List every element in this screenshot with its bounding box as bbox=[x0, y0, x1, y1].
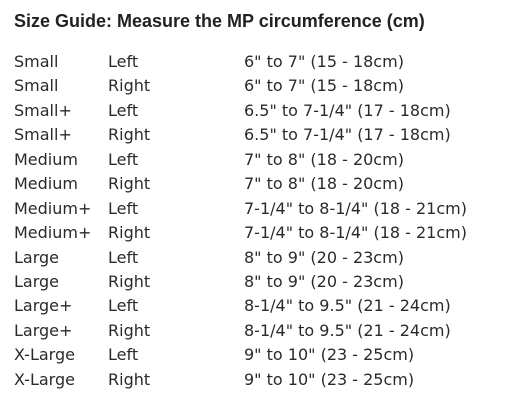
range-cell: 7" to 8" (18 - 20cm) bbox=[244, 149, 404, 169]
size-cell: Large+ bbox=[14, 320, 73, 340]
table-row: X-Large Right 9" to 10" (23 - 25cm) bbox=[14, 368, 504, 392]
hand-cell: Left bbox=[108, 296, 139, 316]
hand-cell: Left bbox=[108, 149, 139, 169]
hand-cell: Right bbox=[108, 174, 151, 194]
hand-cell: Right bbox=[108, 125, 151, 145]
table-row: Large+ Left 8-1/4" to 9.5" (21 - 24cm) bbox=[14, 294, 504, 318]
hand-cell: Left bbox=[108, 247, 139, 267]
size-cell: Large bbox=[14, 271, 60, 291]
size-cell: Medium bbox=[14, 149, 78, 169]
hand-cell: Left bbox=[108, 52, 139, 71]
size-cell: Small bbox=[14, 52, 59, 71]
table-row: Large Left 8" to 9" (20 - 23cm) bbox=[14, 246, 504, 270]
range-cell: 6.5" to 7-1/4" (17 - 18cm) bbox=[244, 125, 451, 145]
range-cell: 7-1/4" to 8-1/4" (18 - 21cm) bbox=[244, 223, 467, 243]
size-cell: Small+ bbox=[14, 125, 72, 145]
range-cell: 7-1/4" to 8-1/4" (18 - 21cm) bbox=[244, 198, 467, 218]
hand-cell: Right bbox=[108, 320, 151, 340]
hand-cell: Right bbox=[108, 76, 151, 96]
table-row: Large+ Right 8-1/4" to 9.5" (21 - 24cm) bbox=[14, 319, 504, 343]
table-row: Large Right 8" to 9" (20 - 23cm) bbox=[14, 270, 504, 294]
table-row: Small+ Right 6.5" to 7-1/4" (17 - 18cm) bbox=[14, 123, 504, 147]
table-row: Medium Left 7" to 8" (18 - 20cm) bbox=[14, 148, 504, 172]
size-cell: Large bbox=[14, 247, 60, 267]
size-cell: Medium+ bbox=[14, 198, 92, 218]
size-cell: Large+ bbox=[14, 296, 73, 316]
size-table: Small Left 6" to 7" (15 - 18cm) Small Ri… bbox=[14, 50, 504, 392]
table-row: Small+ Left 6.5" to 7-1/4" (17 - 18cm) bbox=[14, 99, 504, 123]
size-cell: Medium+ bbox=[14, 223, 92, 243]
size-cell: Small bbox=[14, 76, 59, 96]
range-cell: 6" to 7" (15 - 18cm) bbox=[244, 52, 404, 71]
hand-cell: Right bbox=[108, 271, 151, 291]
size-cell: X-Large bbox=[14, 345, 75, 365]
size-cell: X-Large bbox=[14, 369, 75, 389]
range-cell: 6" to 7" (15 - 18cm) bbox=[244, 76, 404, 96]
range-cell: 6.5" to 7-1/4" (17 - 18cm) bbox=[244, 100, 451, 120]
table-row: Medium+ Right 7-1/4" to 8-1/4" (18 - 21c… bbox=[14, 221, 504, 245]
range-cell: 7" to 8" (18 - 20cm) bbox=[244, 174, 404, 194]
table-row: Small Right 6" to 7" (15 - 18cm) bbox=[14, 74, 504, 98]
hand-cell: Left bbox=[108, 345, 139, 365]
hand-cell: Right bbox=[108, 369, 151, 389]
table-row: X-Large Left 9" to 10" (23 - 25cm) bbox=[14, 343, 504, 367]
hand-cell: Left bbox=[108, 100, 139, 120]
page-title: Size Guide: Measure the MP circumference… bbox=[14, 11, 425, 31]
size-cell: Small+ bbox=[14, 100, 72, 120]
table-row: Medium+ Left 7-1/4" to 8-1/4" (18 - 21cm… bbox=[14, 197, 504, 221]
range-cell: 9" to 10" (23 - 25cm) bbox=[244, 369, 415, 389]
range-cell: 8-1/4" to 9.5" (21 - 24cm) bbox=[244, 296, 451, 316]
range-cell: 8-1/4" to 9.5" (21 - 24cm) bbox=[244, 320, 451, 340]
size-cell: Medium bbox=[14, 174, 78, 194]
range-cell: 8" to 9" (20 - 23cm) bbox=[244, 271, 404, 291]
range-cell: 9" to 10" (23 - 25cm) bbox=[244, 345, 415, 365]
table-row: Small Left 6" to 7" (15 - 18cm) bbox=[14, 50, 504, 74]
table-row: Medium Right 7" to 8" (18 - 20cm) bbox=[14, 172, 504, 196]
hand-cell: Right bbox=[108, 223, 151, 243]
hand-cell: Left bbox=[108, 198, 139, 218]
range-cell: 8" to 9" (20 - 23cm) bbox=[244, 247, 404, 267]
